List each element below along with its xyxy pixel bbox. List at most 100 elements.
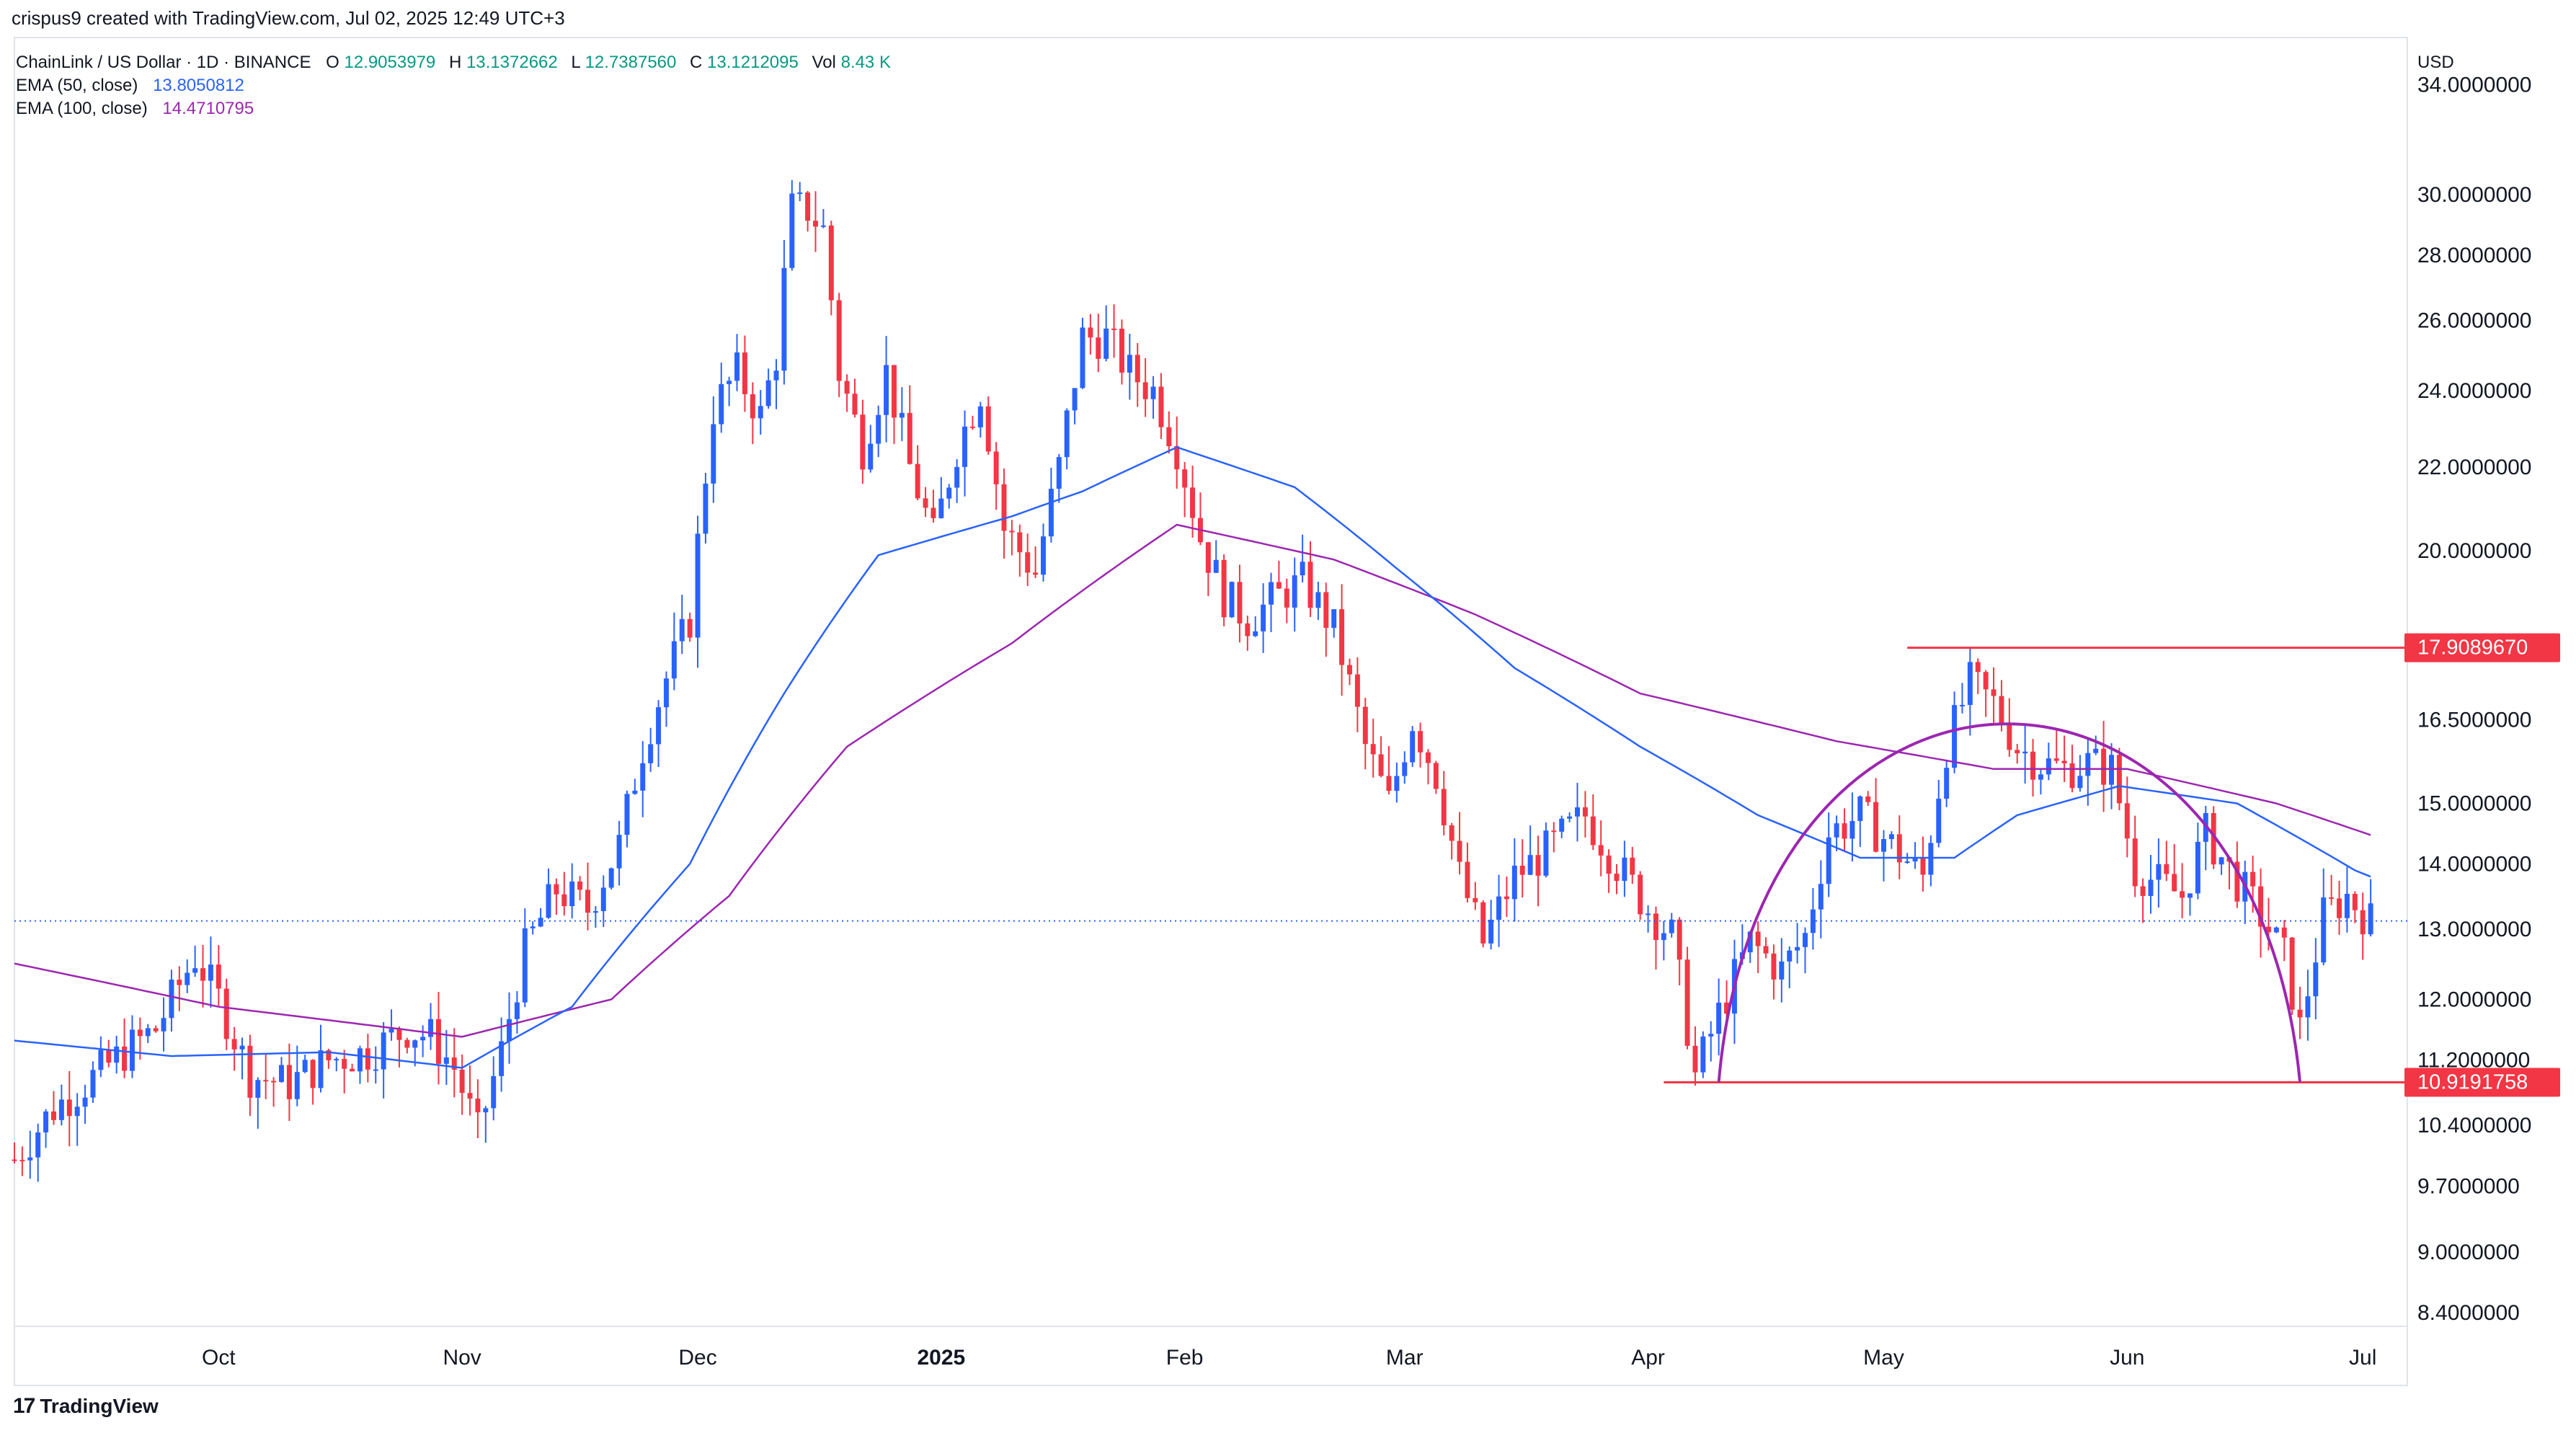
candle (2116, 747, 2122, 811)
candle (1370, 719, 1376, 778)
candle (1001, 469, 1007, 559)
candle-body (1088, 327, 1093, 338)
candle (98, 1036, 104, 1078)
candle-body (435, 1019, 441, 1064)
candle-body (1606, 855, 1612, 874)
candle (1888, 831, 1894, 849)
candle (1017, 524, 1023, 577)
page-header: crispus9 created with TradingView.com, J… (12, 7, 565, 29)
candle (1009, 520, 1015, 556)
candle (2203, 805, 2208, 871)
candle-body (294, 1072, 300, 1099)
candle-body (679, 618, 685, 642)
candle-body (1017, 532, 1023, 553)
candle (2313, 938, 2319, 1020)
candle (969, 415, 975, 430)
candle-body (2313, 962, 2319, 997)
candle-body (2329, 897, 2335, 900)
candle (1433, 760, 1439, 794)
candle-body (2148, 879, 2154, 896)
candle-body (1826, 837, 1831, 884)
candle-body (632, 790, 638, 794)
candle-body (1779, 961, 1785, 980)
candle-body (451, 1057, 457, 1070)
candle (318, 1024, 324, 1093)
candle-body (1614, 874, 1620, 882)
candle (1645, 905, 1651, 933)
rounded-top-arc[interactable] (1717, 722, 2302, 1083)
candle-body (467, 1093, 473, 1099)
candle-body (1127, 355, 1132, 373)
candle (1582, 791, 1588, 838)
legend-ema50-value: 13.8050812 (153, 76, 244, 95)
candle (538, 908, 543, 928)
candle-body (1873, 802, 1879, 852)
candle-body (98, 1050, 104, 1070)
price-axis[interactable]: 34.0000000 30.0000000 28.0000000 26.0000000… (2417, 73, 2532, 1325)
candle-body (1763, 946, 1769, 954)
candle-body (286, 1065, 292, 1099)
candle-body (1527, 855, 1533, 875)
candle (915, 445, 920, 501)
candle-body (177, 980, 182, 985)
candle (435, 992, 441, 1085)
candle (561, 871, 567, 916)
candle (813, 191, 818, 252)
candle (2101, 721, 2107, 812)
candle-body (2164, 864, 2169, 874)
candle-body (608, 868, 614, 888)
candle-body (1009, 531, 1015, 533)
candle (1354, 657, 1360, 732)
candle (977, 401, 983, 438)
candle (1190, 465, 1196, 538)
candle-body (891, 365, 897, 418)
candle (828, 221, 834, 316)
legend-ema100-value: 14.4710795 (162, 99, 254, 118)
candle (1041, 523, 1046, 582)
time-tick-label: Jul (2349, 1346, 2376, 1370)
candle-body (2297, 1009, 2303, 1018)
candle (1080, 317, 1085, 389)
candle (1936, 779, 1942, 848)
candle (656, 700, 662, 768)
tradingview-footer[interactable]: 17 TradingView (13, 1394, 159, 1419)
candle (294, 1045, 300, 1106)
candle-body (1519, 865, 1525, 875)
candle-body (1842, 823, 1847, 839)
candle (1630, 846, 1635, 884)
candle (2030, 739, 2036, 797)
candle (1347, 658, 1352, 686)
candle (2093, 735, 2099, 755)
candle-body (1033, 572, 1039, 575)
candle (1818, 860, 1824, 939)
candle-body (907, 412, 912, 464)
candle (1842, 808, 1847, 852)
candle-body (1119, 328, 1124, 373)
candle-body (1928, 843, 1934, 875)
candle-body (1402, 762, 1408, 776)
candle-body (1410, 731, 1416, 763)
time-axis[interactable]: Oct Nov Dec 2025 Feb Mar Apr May Jun Jul (202, 1346, 2376, 1370)
candle (1465, 842, 1470, 903)
candle (2344, 866, 2350, 933)
candle-body (758, 406, 763, 419)
candle-body (695, 533, 701, 638)
candle-body (2172, 874, 2177, 892)
candle (962, 410, 968, 497)
candle-body (624, 794, 630, 835)
candle (2053, 729, 2059, 764)
candle (1795, 923, 1800, 964)
candle-body (734, 352, 740, 381)
candle-body (1504, 896, 1509, 900)
candle-body (648, 744, 654, 763)
candle-body (836, 300, 842, 381)
price-tick-label: 9.0000000 (2417, 1241, 2520, 1264)
candle (836, 293, 842, 397)
candle-body (1245, 623, 1251, 636)
candle-body (1669, 919, 1674, 933)
price-tick-label: 11.2000000 (2417, 1049, 2530, 1073)
candle (50, 1091, 56, 1125)
candle (2061, 735, 2067, 782)
level-price-tag (2404, 633, 2560, 662)
